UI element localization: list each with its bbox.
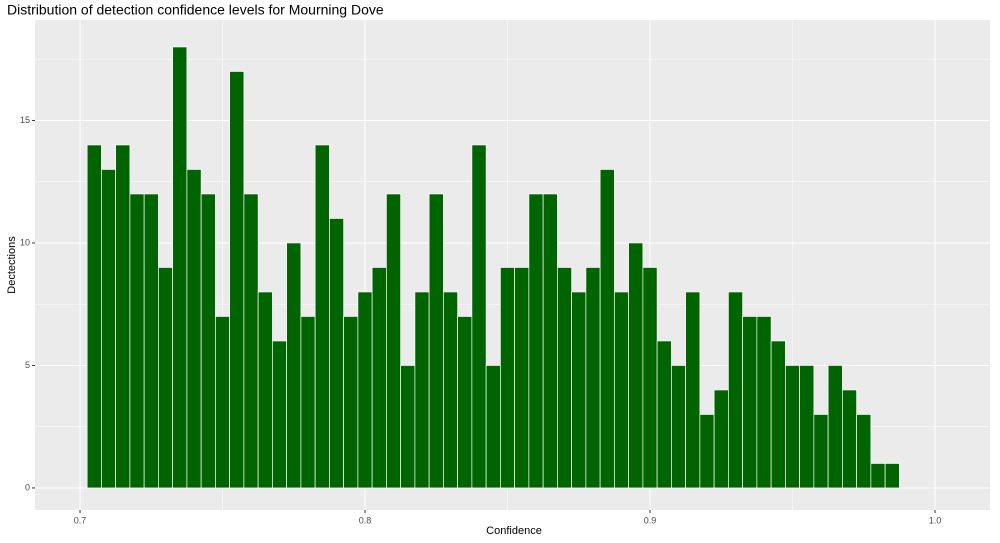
bar (571, 291, 587, 489)
bar (414, 291, 430, 489)
bar (129, 193, 145, 489)
bar (742, 316, 758, 489)
bar (770, 340, 786, 489)
bar (485, 365, 501, 489)
bar (115, 144, 131, 489)
bar (856, 414, 872, 489)
bar (585, 267, 601, 489)
bar (614, 291, 629, 489)
bar (599, 169, 615, 489)
y-tick-label: 15 (20, 115, 30, 125)
x-tick-label: 0.8 (359, 515, 372, 525)
bar (243, 193, 259, 489)
bar (314, 144, 330, 489)
bar (229, 71, 245, 489)
bar (557, 267, 572, 489)
y-tick-label: 0 (25, 482, 30, 492)
bar (200, 193, 216, 489)
bar (471, 144, 487, 489)
x-tick-label: 0.9 (644, 515, 657, 525)
bar (357, 291, 373, 489)
bar (300, 316, 316, 489)
bar (699, 414, 715, 489)
bar (428, 193, 444, 489)
bar (799, 365, 815, 489)
bar (642, 267, 658, 489)
bar (628, 242, 644, 489)
bar (272, 340, 287, 489)
bar (671, 365, 686, 489)
x-tick-label: 1.0 (929, 515, 942, 525)
bar (329, 218, 344, 489)
bar (656, 340, 672, 489)
bar (86, 144, 102, 489)
bar (713, 389, 729, 489)
bar (813, 414, 829, 489)
bar (756, 316, 772, 489)
y-axis-title: Dectections (6, 236, 18, 294)
bar (158, 267, 173, 489)
bar (514, 267, 530, 489)
bar (215, 316, 230, 489)
bar (785, 365, 800, 489)
bar (528, 193, 544, 489)
bar (371, 267, 387, 489)
bar (457, 316, 473, 489)
bar (443, 291, 458, 489)
bar (500, 267, 515, 489)
bar (143, 193, 159, 489)
chart-title: Distribution of detection confidence lev… (7, 2, 384, 18)
y-tick-label: 10 (20, 237, 30, 247)
x-axis-title: Confidence (486, 525, 542, 537)
bar (685, 291, 701, 489)
bar (343, 316, 359, 489)
bar (842, 389, 857, 489)
bar (870, 463, 886, 489)
bar (386, 193, 401, 489)
y-tick-label: 5 (25, 360, 30, 370)
bar (257, 291, 273, 489)
bar (728, 291, 743, 489)
bar (172, 46, 188, 489)
bar (827, 365, 843, 489)
bar (101, 169, 117, 489)
bar (400, 365, 416, 489)
bar (186, 169, 202, 489)
x-tick-label: 0.7 (74, 515, 87, 525)
bar (884, 463, 900, 489)
bar (286, 242, 302, 489)
bar (542, 193, 558, 489)
